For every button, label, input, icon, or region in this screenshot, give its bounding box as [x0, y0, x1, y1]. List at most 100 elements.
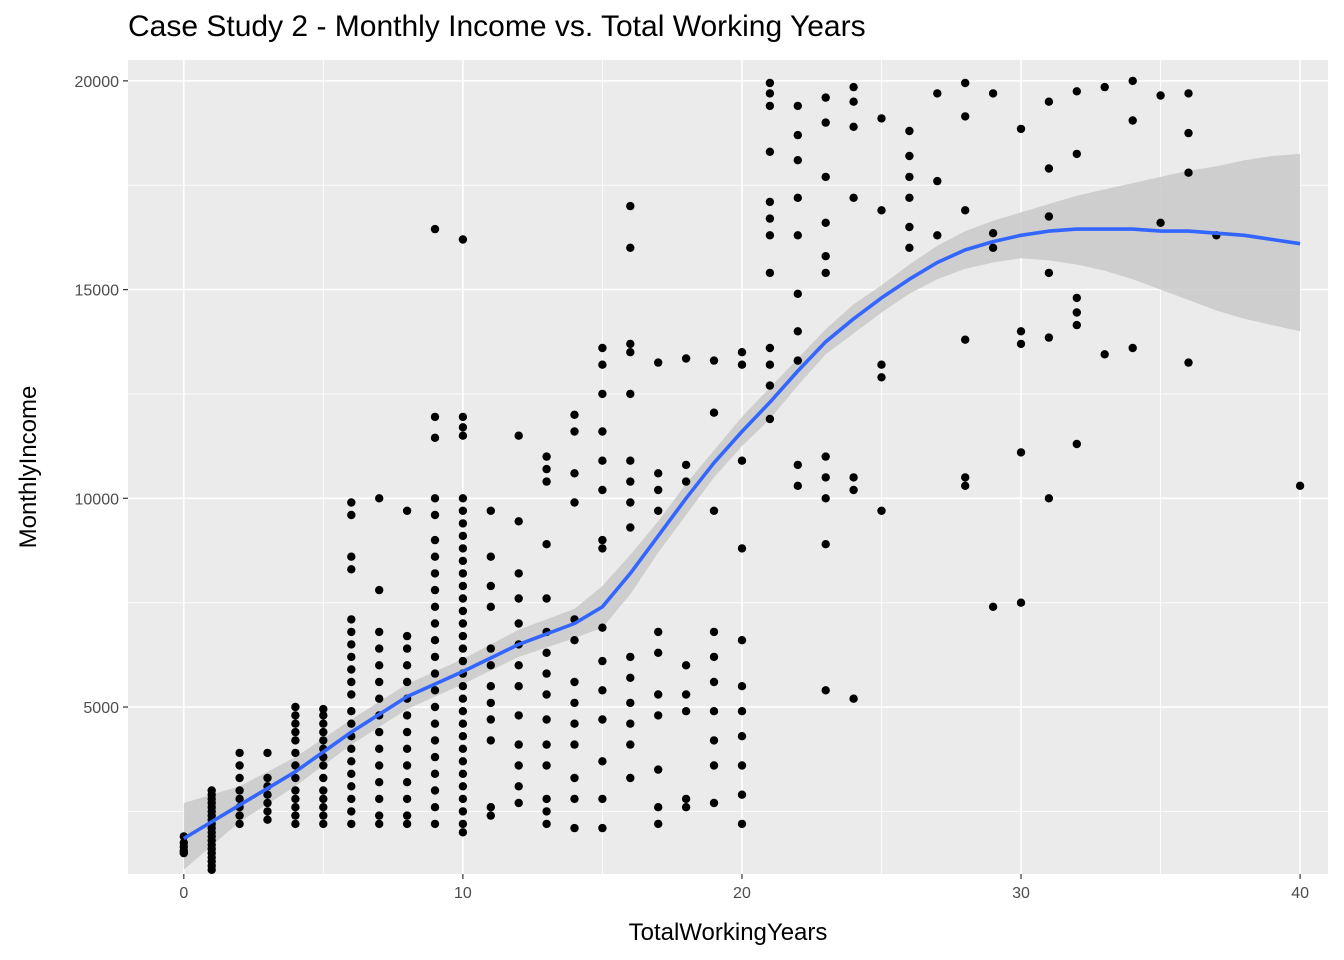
data-point	[1184, 358, 1193, 367]
data-point	[319, 794, 328, 804]
data-point	[681, 460, 691, 470]
data-point	[430, 652, 440, 662]
data-point	[654, 469, 663, 478]
data-point	[1044, 164, 1054, 173]
data-point	[375, 494, 384, 503]
data-point	[626, 698, 635, 708]
data-point	[1156, 218, 1165, 227]
data-point	[514, 661, 523, 670]
data-point	[430, 224, 440, 234]
y-tick-label: 15000	[75, 283, 120, 300]
x-axis: 0 10 20 30 40	[179, 874, 1309, 902]
data-point	[347, 744, 356, 753]
data-point	[598, 794, 607, 804]
data-point	[347, 677, 356, 687]
data-point	[570, 469, 579, 478]
data-point	[793, 289, 802, 298]
data-point	[542, 669, 551, 678]
data-point	[402, 677, 412, 687]
data-point	[709, 356, 719, 365]
data-point	[793, 356, 802, 365]
data-point	[514, 569, 523, 578]
chart-title: Case Study 2 - Monthly Income vs. Total …	[128, 10, 866, 43]
data-point	[1072, 439, 1082, 449]
data-point	[1184, 89, 1193, 98]
data-point	[626, 348, 635, 357]
data-point	[402, 811, 412, 820]
data-point	[654, 358, 663, 367]
x-tick-label: 40	[1291, 885, 1309, 902]
data-point	[905, 243, 914, 252]
data-point	[486, 602, 495, 611]
data-point	[458, 644, 468, 653]
x-tick-label: 0	[179, 885, 188, 902]
data-point	[1072, 149, 1082, 159]
data-point	[458, 719, 468, 728]
data-point	[542, 477, 551, 486]
x-tick-label: 20	[733, 885, 751, 902]
data-point	[681, 477, 691, 486]
data-point	[1044, 268, 1054, 278]
data-point	[765, 214, 775, 223]
data-point	[793, 231, 802, 240]
data-point	[1100, 82, 1109, 92]
data-point	[598, 389, 607, 399]
data-point	[626, 498, 635, 507]
data-point	[486, 803, 495, 812]
data-point	[458, 769, 468, 778]
data-point	[821, 93, 830, 102]
data-point	[235, 786, 244, 795]
data-point	[430, 619, 440, 628]
data-point	[961, 473, 970, 482]
y-tick-label: 10000	[75, 491, 120, 508]
data-point	[458, 594, 468, 603]
data-point	[598, 456, 607, 465]
data-point	[458, 544, 468, 553]
data-point	[458, 819, 468, 829]
data-point	[347, 819, 356, 829]
data-point	[709, 761, 719, 770]
data-point	[709, 506, 719, 515]
data-point	[1072, 320, 1082, 330]
data-point	[1044, 494, 1054, 503]
data-point	[458, 519, 468, 528]
data-point	[347, 552, 356, 561]
data-point	[458, 412, 468, 422]
data-point	[737, 707, 747, 716]
data-point	[458, 506, 468, 515]
data-point	[458, 794, 468, 804]
data-point	[961, 206, 970, 215]
data-point	[737, 761, 747, 770]
data-point	[737, 790, 747, 799]
data-point	[821, 172, 830, 182]
data-point	[347, 757, 356, 766]
data-point	[235, 773, 244, 783]
data-point	[765, 101, 775, 111]
data-point	[765, 268, 775, 278]
data-point	[430, 636, 440, 645]
data-point	[514, 798, 523, 808]
data-point	[319, 711, 328, 720]
data-point	[291, 702, 300, 712]
data-point	[263, 815, 272, 824]
data-point	[402, 819, 412, 829]
data-point	[654, 506, 663, 515]
data-point	[402, 644, 412, 653]
data-point	[821, 452, 830, 461]
data-point	[821, 252, 830, 261]
data-point	[542, 594, 551, 603]
data-point	[626, 673, 635, 682]
data-point	[905, 126, 914, 136]
data-point	[570, 636, 579, 645]
data-point	[849, 82, 858, 92]
data-point	[458, 606, 468, 616]
data-point	[709, 408, 719, 417]
data-point	[1016, 339, 1026, 349]
data-point	[430, 736, 440, 745]
data-point	[291, 773, 300, 783]
data-point	[709, 798, 719, 808]
data-point	[737, 819, 747, 829]
data-point	[709, 707, 719, 716]
data-point	[654, 485, 663, 495]
